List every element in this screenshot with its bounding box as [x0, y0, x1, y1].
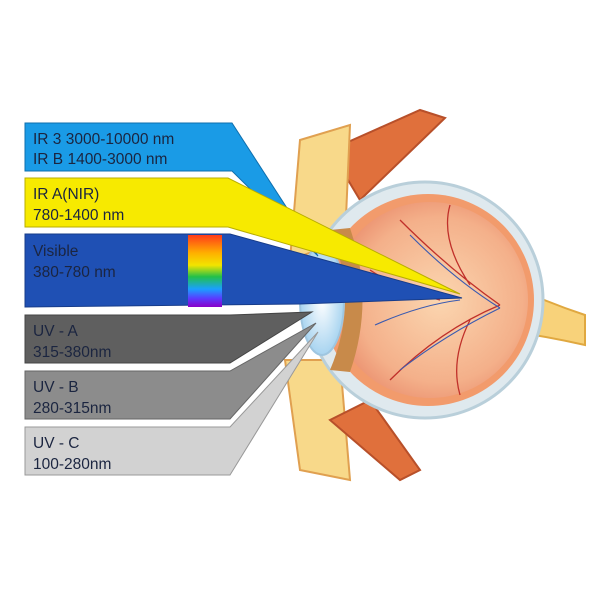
band-uv-a: UV - A 315-380nm	[24, 311, 314, 364]
band-visible: Visible 380-780 nm	[24, 233, 463, 308]
retina	[332, 202, 528, 398]
lower-muscle	[328, 398, 422, 482]
band-ir-b: IR 3 3000-10000 nm IR B 1400-3000 nm	[24, 122, 319, 257]
band-uv-c-line1: UV - C	[33, 435, 80, 452]
band-visible-line2: 380-780 nm	[33, 264, 116, 281]
band-visible-line1: Visible	[33, 243, 78, 260]
band-ir-a: IR A(NIR) 780-1400 nm	[24, 177, 461, 295]
band-uv-a-line2: 315-380nm	[33, 344, 111, 361]
band-uv-b-line1: UV - B	[33, 379, 79, 396]
band-ir-b-line2: IR B 1400-3000 nm	[33, 151, 167, 168]
upper-muscle	[328, 108, 447, 202]
band-ir-b-line1: IR 3 3000-10000 nm	[33, 131, 174, 148]
band-uv-b-line2: 280-315nm	[33, 400, 111, 417]
band-uv-a-line1: UV - A	[33, 323, 78, 340]
band-uv-b: UV - B 280-315nm	[24, 322, 317, 420]
visible-spectrum-swatch	[188, 235, 222, 307]
band-ir-a-line2: 780-1400 nm	[33, 207, 124, 224]
band-ir-a-line1: IR A(NIR)	[33, 186, 99, 203]
blood-vessels	[369, 204, 501, 396]
band-uv-c: UV - C 100-280nm	[24, 331, 319, 476]
band-uv-c-line2: 100-280nm	[33, 456, 111, 473]
